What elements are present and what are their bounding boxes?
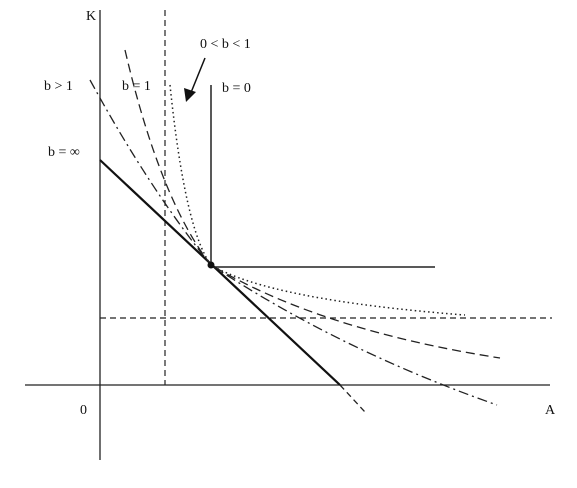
isoquant-b1 (124, 49, 501, 359)
origin-label: 0 (80, 403, 87, 418)
tangency-point (207, 261, 215, 269)
label-b1: b = 1 (122, 79, 151, 94)
isoquant-linear (99, 159, 341, 386)
label-b0: b = 0 (222, 81, 251, 96)
label-between: 0 < b < 1 (200, 37, 251, 52)
arrow (189, 57, 206, 96)
isoquant-linear-ext (339, 384, 366, 413)
y-axis-label: K (86, 9, 96, 24)
isoquant-b0 (210, 85, 435, 268)
label-linear: b = ∞ (48, 145, 80, 160)
isoquant-b-above-1 (89, 79, 498, 406)
label-b-above-1: b > 1 (44, 79, 73, 94)
isoquant-b-between (169, 84, 466, 316)
arrow-head (184, 88, 196, 102)
x-axis-label: A (545, 403, 556, 418)
